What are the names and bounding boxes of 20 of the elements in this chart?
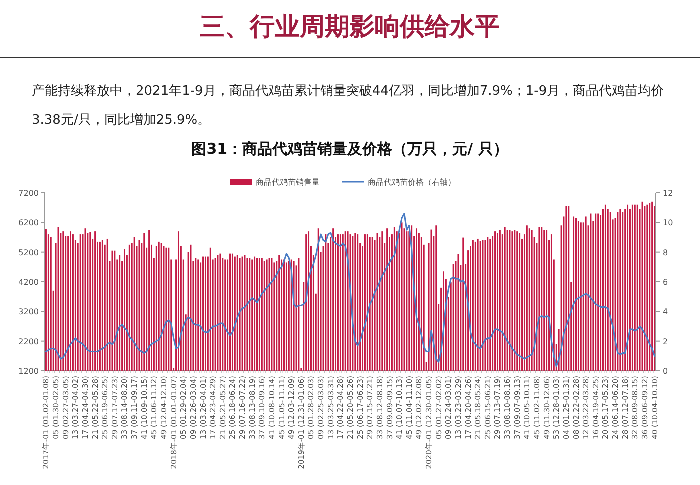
text: 三、行业周期影响供给水平 (199, 11, 501, 43)
y-tick-label: 5200 (18, 248, 39, 258)
y-tick-label: 4200 (18, 278, 39, 287)
chart-title: 图31：商品代鸡苗销量及价格（万只，元/ 只） (190, 140, 510, 159)
y-tick-label: 1200 (18, 367, 39, 376)
y2-tick-label: 6 (663, 278, 668, 287)
legend-label: 商品代鸡苗价格（右轴） (368, 178, 456, 187)
y2-tick-label: 10 (663, 218, 674, 228)
y-tick-label: 6200 (18, 218, 39, 228)
y-tick-label: 3200 (18, 308, 39, 317)
y-tick-label: 2200 (18, 337, 39, 346)
y2-tick-label: 8 (663, 248, 668, 258)
text: 产能持续释放中，2021年1-9月，商品代鸡苗累计销量突破44亿羽，同比增加7.9%；1-9月，商品代鸡苗均价3.38元/只，同比增加25.9%。 (32, 83, 666, 130)
y-tick-label: 7200 (18, 189, 39, 198)
line-series (45, 213, 656, 368)
legend-label: 商品代鸡苗销售量 (256, 178, 320, 187)
y2-tick-label: 0 (663, 367, 668, 376)
y2-tick-label: 12 (663, 189, 674, 198)
y2-tick-label: 4 (663, 308, 668, 317)
y2-tick-label: 2 (663, 337, 668, 346)
